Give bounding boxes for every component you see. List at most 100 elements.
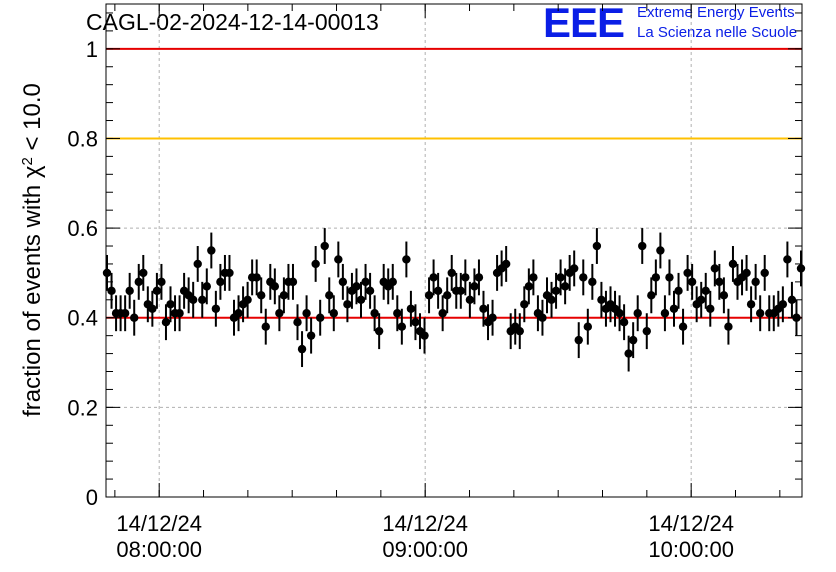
data-point	[678, 308, 688, 345]
data-point	[755, 295, 765, 332]
point-marker	[393, 309, 402, 318]
point-marker	[683, 268, 692, 278]
x-tick-date-label: 14/12/24	[648, 511, 734, 536]
point-marker	[406, 304, 416, 313]
data-point	[719, 277, 729, 314]
data-point	[633, 295, 642, 332]
data-point	[352, 268, 361, 305]
data-point	[706, 290, 715, 327]
y-tick-label: 0.8	[67, 126, 98, 151]
point-marker	[279, 291, 289, 300]
point-marker	[470, 282, 479, 291]
point-marker	[619, 318, 629, 327]
data-point	[384, 268, 393, 305]
data-point	[470, 268, 479, 305]
data-point	[379, 263, 388, 300]
data-point	[188, 281, 198, 318]
data-point	[288, 263, 298, 300]
data-point	[656, 232, 665, 269]
point-marker	[560, 282, 570, 291]
x-tick-time-label: 08:00:00	[116, 537, 202, 562]
plot-frame	[105, 3, 803, 498]
y-tick-label: 1	[86, 37, 98, 62]
data-point	[769, 295, 778, 332]
data-point	[275, 295, 284, 332]
point-marker	[656, 246, 665, 255]
point-marker	[755, 309, 765, 318]
data-point	[216, 263, 225, 300]
point-marker	[261, 322, 270, 331]
data-point	[556, 259, 565, 296]
point-marker	[148, 304, 157, 313]
data-point	[343, 286, 352, 323]
point-marker	[433, 286, 443, 296]
data-point	[361, 263, 370, 300]
point-marker	[588, 277, 597, 287]
data-point	[479, 290, 488, 327]
data-point	[125, 272, 134, 309]
point-marker	[166, 300, 175, 309]
point-marker	[125, 286, 134, 296]
point-marker	[529, 273, 538, 282]
point-marker	[429, 273, 438, 282]
point-marker	[520, 300, 529, 309]
point-marker	[783, 255, 792, 264]
point-marker	[674, 286, 683, 296]
point-marker	[338, 277, 348, 287]
data-point	[406, 290, 416, 327]
x-tick-time-label: 09:00:00	[382, 537, 468, 562]
point-marker	[202, 282, 211, 291]
y-tick-label: 0.6	[67, 216, 98, 241]
logo-line-1: Extreme Energy Events	[637, 4, 795, 21]
point-marker	[175, 309, 184, 318]
point-marker	[665, 273, 674, 282]
y-tick-label: 0.4	[67, 306, 98, 331]
data-point	[302, 295, 311, 332]
point-marker	[225, 268, 234, 278]
point-marker	[760, 268, 769, 278]
point-marker	[356, 295, 366, 304]
data-point	[134, 263, 143, 300]
point-marker	[411, 318, 420, 327]
data-point	[397, 308, 407, 345]
point-marker	[193, 259, 202, 269]
point-marker	[352, 282, 361, 291]
point-marker	[574, 335, 583, 345]
data-point	[420, 317, 429, 354]
point-marker	[252, 273, 261, 282]
data-point	[710, 250, 720, 287]
point-marker	[515, 326, 524, 336]
chart-title: CAGL-02-2024-12-14-00013	[86, 9, 379, 35]
data-point	[728, 246, 738, 282]
data-point	[365, 272, 375, 309]
data-point	[465, 281, 475, 318]
data-point	[574, 322, 583, 359]
data-point	[628, 322, 638, 359]
x-tick-date-label: 14/12/24	[382, 511, 468, 536]
data-point	[252, 259, 261, 296]
point-marker	[628, 335, 638, 345]
data-point	[179, 272, 189, 309]
point-marker	[474, 273, 484, 282]
point-marker	[107, 286, 116, 296]
data-point	[388, 263, 397, 300]
point-marker	[365, 286, 375, 296]
point-marker	[583, 322, 593, 331]
point-marker	[778, 300, 788, 309]
data-point	[638, 228, 647, 264]
point-marker	[388, 277, 397, 287]
point-marker	[551, 286, 561, 296]
data-point	[374, 313, 384, 350]
data-points	[102, 228, 806, 372]
point-marker	[647, 291, 656, 300]
data-point	[669, 290, 679, 327]
point-marker	[302, 309, 311, 318]
point-marker	[651, 273, 661, 282]
x-tick-time-label: 10:00:00	[648, 537, 734, 562]
data-point	[697, 281, 706, 318]
point-marker	[579, 273, 588, 282]
data-point	[461, 259, 470, 296]
point-marker	[615, 309, 624, 318]
data-point	[492, 254, 502, 291]
